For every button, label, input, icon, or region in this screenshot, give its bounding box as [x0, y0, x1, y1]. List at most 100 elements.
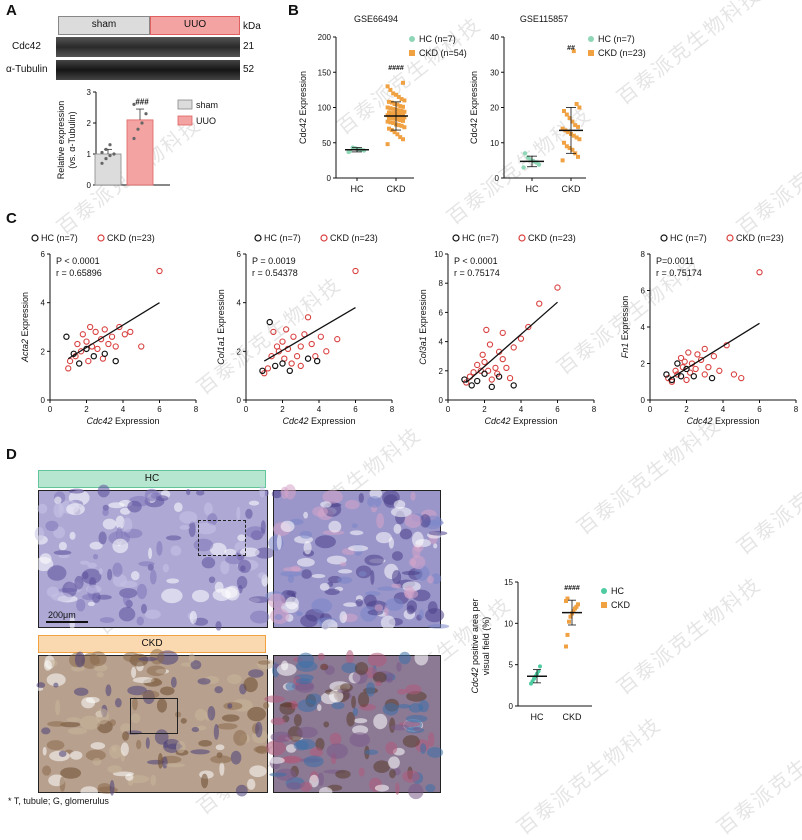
c2-point-hc	[313, 357, 321, 365]
b2-point-ckd	[576, 154, 580, 159]
b2-point-ckd	[576, 124, 580, 129]
tissue-blob	[402, 770, 420, 783]
c2-point-ckd	[279, 338, 286, 345]
c4-point-hc	[690, 373, 698, 380]
tissue-blob	[99, 617, 115, 623]
c1-x-tick-label: 2	[84, 405, 89, 414]
tissue-blob	[220, 560, 230, 575]
tissue-blob	[358, 492, 364, 503]
a-point	[140, 121, 144, 125]
b1-legend-label: HC (n=7)	[419, 34, 456, 44]
tissue-blob	[390, 724, 410, 731]
tissue-blob	[246, 778, 256, 790]
c3-y-tick-label: 6	[439, 308, 444, 317]
ckd-header: CKD	[38, 635, 266, 653]
c2-point-hc	[286, 367, 293, 374]
c4-point-ckd	[692, 365, 699, 373]
c4-point-hc	[663, 371, 670, 378]
tissue-blob	[90, 742, 106, 750]
tissue-blob	[190, 749, 210, 755]
tissue-blob	[355, 598, 363, 607]
d-point-ckd	[565, 632, 570, 637]
tissue-blob	[270, 731, 291, 743]
tissue-blob	[127, 685, 147, 696]
a-legend-label: sham	[196, 100, 218, 110]
c3-x-tick-label: 2	[482, 405, 487, 414]
tissue-blob	[59, 776, 66, 792]
tissue-blob	[391, 583, 402, 589]
tissue-blob	[364, 554, 384, 566]
tissue-blob	[358, 767, 365, 777]
a-point	[132, 136, 136, 141]
d-ylabel: Cdc42 positive area per visual field (%)	[470, 598, 491, 693]
tissue-blob	[87, 562, 98, 569]
c3-point-ckd	[479, 351, 486, 358]
c1-stat-r: r = 0.65896	[56, 268, 102, 278]
c3-point-ckd	[488, 376, 495, 383]
c3-x-tick-label: 4	[519, 405, 524, 414]
tissue-blob	[109, 744, 123, 759]
tissue-blob	[358, 570, 367, 577]
panel-label-c: C	[6, 210, 17, 227]
tissue-blob	[268, 757, 285, 764]
a-point	[108, 143, 112, 147]
a-point	[132, 102, 136, 106]
c3-point-ckd	[499, 355, 506, 363]
b1-point-ckd	[389, 111, 394, 116]
tissue-blob	[372, 671, 387, 683]
b2-legend-swatch	[588, 36, 594, 42]
tissue-blob	[341, 662, 358, 674]
tissue-blob	[175, 740, 186, 754]
c4-x-tick-label: 2	[684, 405, 689, 414]
tissue-blob	[248, 596, 270, 603]
b1-point-ckd	[396, 108, 401, 113]
d-legend-swatch	[601, 602, 607, 608]
tissue-blob	[293, 740, 309, 751]
tissue-blob	[122, 731, 130, 741]
tissue-blob	[193, 617, 209, 626]
c4-x-tick-label: 4	[721, 405, 726, 414]
tissue-blob	[320, 501, 332, 508]
a-point	[136, 127, 140, 131]
c1-ylabel: Acta2 Expression	[20, 292, 30, 363]
c2-y-tick-label: 0	[237, 396, 242, 405]
d-legend-label: HC	[611, 586, 624, 596]
tissue-blob	[203, 502, 213, 516]
c3-legend-label-hc: HC (n=7)	[462, 233, 499, 243]
tissue-blob	[255, 721, 263, 738]
tissue-blob	[166, 578, 180, 584]
tissue-blob	[297, 652, 315, 669]
tissue-texture	[264, 649, 444, 800]
c4-point-ckd	[738, 374, 745, 382]
tissue-blob	[80, 786, 99, 798]
c1-point-ckd	[79, 331, 86, 338]
c2-x-tick-label: 2	[280, 405, 285, 414]
tissue-blob	[74, 575, 84, 590]
c2-y-tick-label: 4	[237, 299, 242, 308]
tissue-blob	[122, 517, 133, 533]
tissue-blob	[385, 598, 404, 611]
b1-point-ckd	[385, 142, 390, 147]
c3-point-ckd	[554, 284, 561, 291]
tissue-blob	[240, 547, 260, 557]
tissue-blob	[221, 714, 240, 722]
tissue-blob	[329, 689, 344, 703]
c4-point-ckd	[687, 369, 694, 376]
d-point-ckd	[567, 619, 571, 624]
tissue-blob	[265, 740, 286, 756]
b1-point-ckd	[395, 117, 400, 122]
tissue-blob	[92, 757, 102, 766]
tissue-blob	[364, 749, 379, 755]
c1-point-ckd	[83, 338, 90, 345]
a-y-tick-label: 0	[87, 181, 92, 190]
d-point-ckd	[564, 599, 568, 604]
tissue-blob	[404, 514, 422, 529]
tissue-blob	[212, 588, 231, 601]
tissue-blob	[245, 526, 266, 539]
tissue-blob	[264, 695, 285, 703]
tissue-blob	[264, 489, 269, 497]
tissue-blob	[74, 651, 86, 668]
b1-point-ckd	[388, 87, 393, 92]
b2-point-hc	[522, 151, 528, 156]
tissue-blob	[46, 740, 65, 751]
